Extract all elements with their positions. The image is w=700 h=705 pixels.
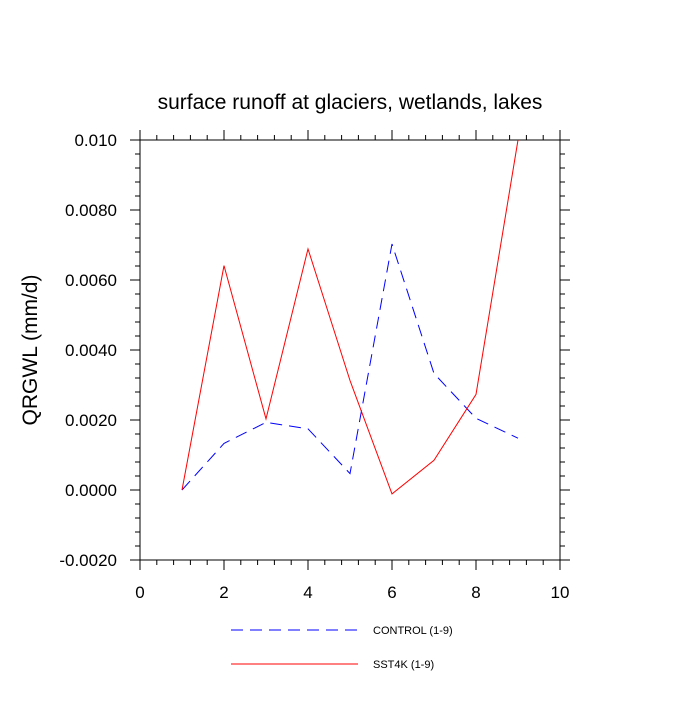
major-ticks [130, 130, 570, 570]
y-tick-label: 0.0020 [65, 411, 117, 430]
plot-frame [139, 139, 561, 561]
series-line-sst4k [181, 139, 519, 495]
x-tick-label: 8 [471, 583, 480, 602]
y-tick-label: 0.0040 [65, 341, 117, 360]
x-tick-label: 6 [387, 583, 396, 602]
y-tick-label: 0.010 [74, 131, 117, 150]
y-tick-labels: -0.0020 0.0000 0.0020 0.0040 0.0060 0.0080 0.0… [59, 131, 117, 570]
x-tick-label: 2 [219, 583, 228, 602]
series-layer [181, 139, 519, 495]
minor-ticks [135, 135, 565, 565]
y-tick-label: -0.0020 [59, 551, 117, 570]
x-tick-label: 0 [135, 583, 144, 602]
legend-label: CONTROL (1-9) [373, 625, 453, 637]
y-tick-label: 0.0060 [65, 271, 117, 290]
y-tick-label: 0.0080 [65, 201, 117, 220]
chart-title: surface runoff at glaciers, wetlands, la… [158, 91, 543, 114]
legend-label: SST4K (1-9) [373, 659, 434, 671]
legend: CONTROL (1-9) SST4K (1-9) [231, 625, 453, 671]
x-tick-label: 4 [303, 583, 312, 602]
series-line-control [181, 243, 519, 491]
y-axis-label: QRGWL (mm/d) [19, 275, 42, 426]
x-tick-labels: 0 2 4 6 8 10 [135, 583, 569, 602]
x-tick-label: 10 [551, 583, 570, 602]
y-tick-label: 0.0000 [65, 481, 117, 500]
